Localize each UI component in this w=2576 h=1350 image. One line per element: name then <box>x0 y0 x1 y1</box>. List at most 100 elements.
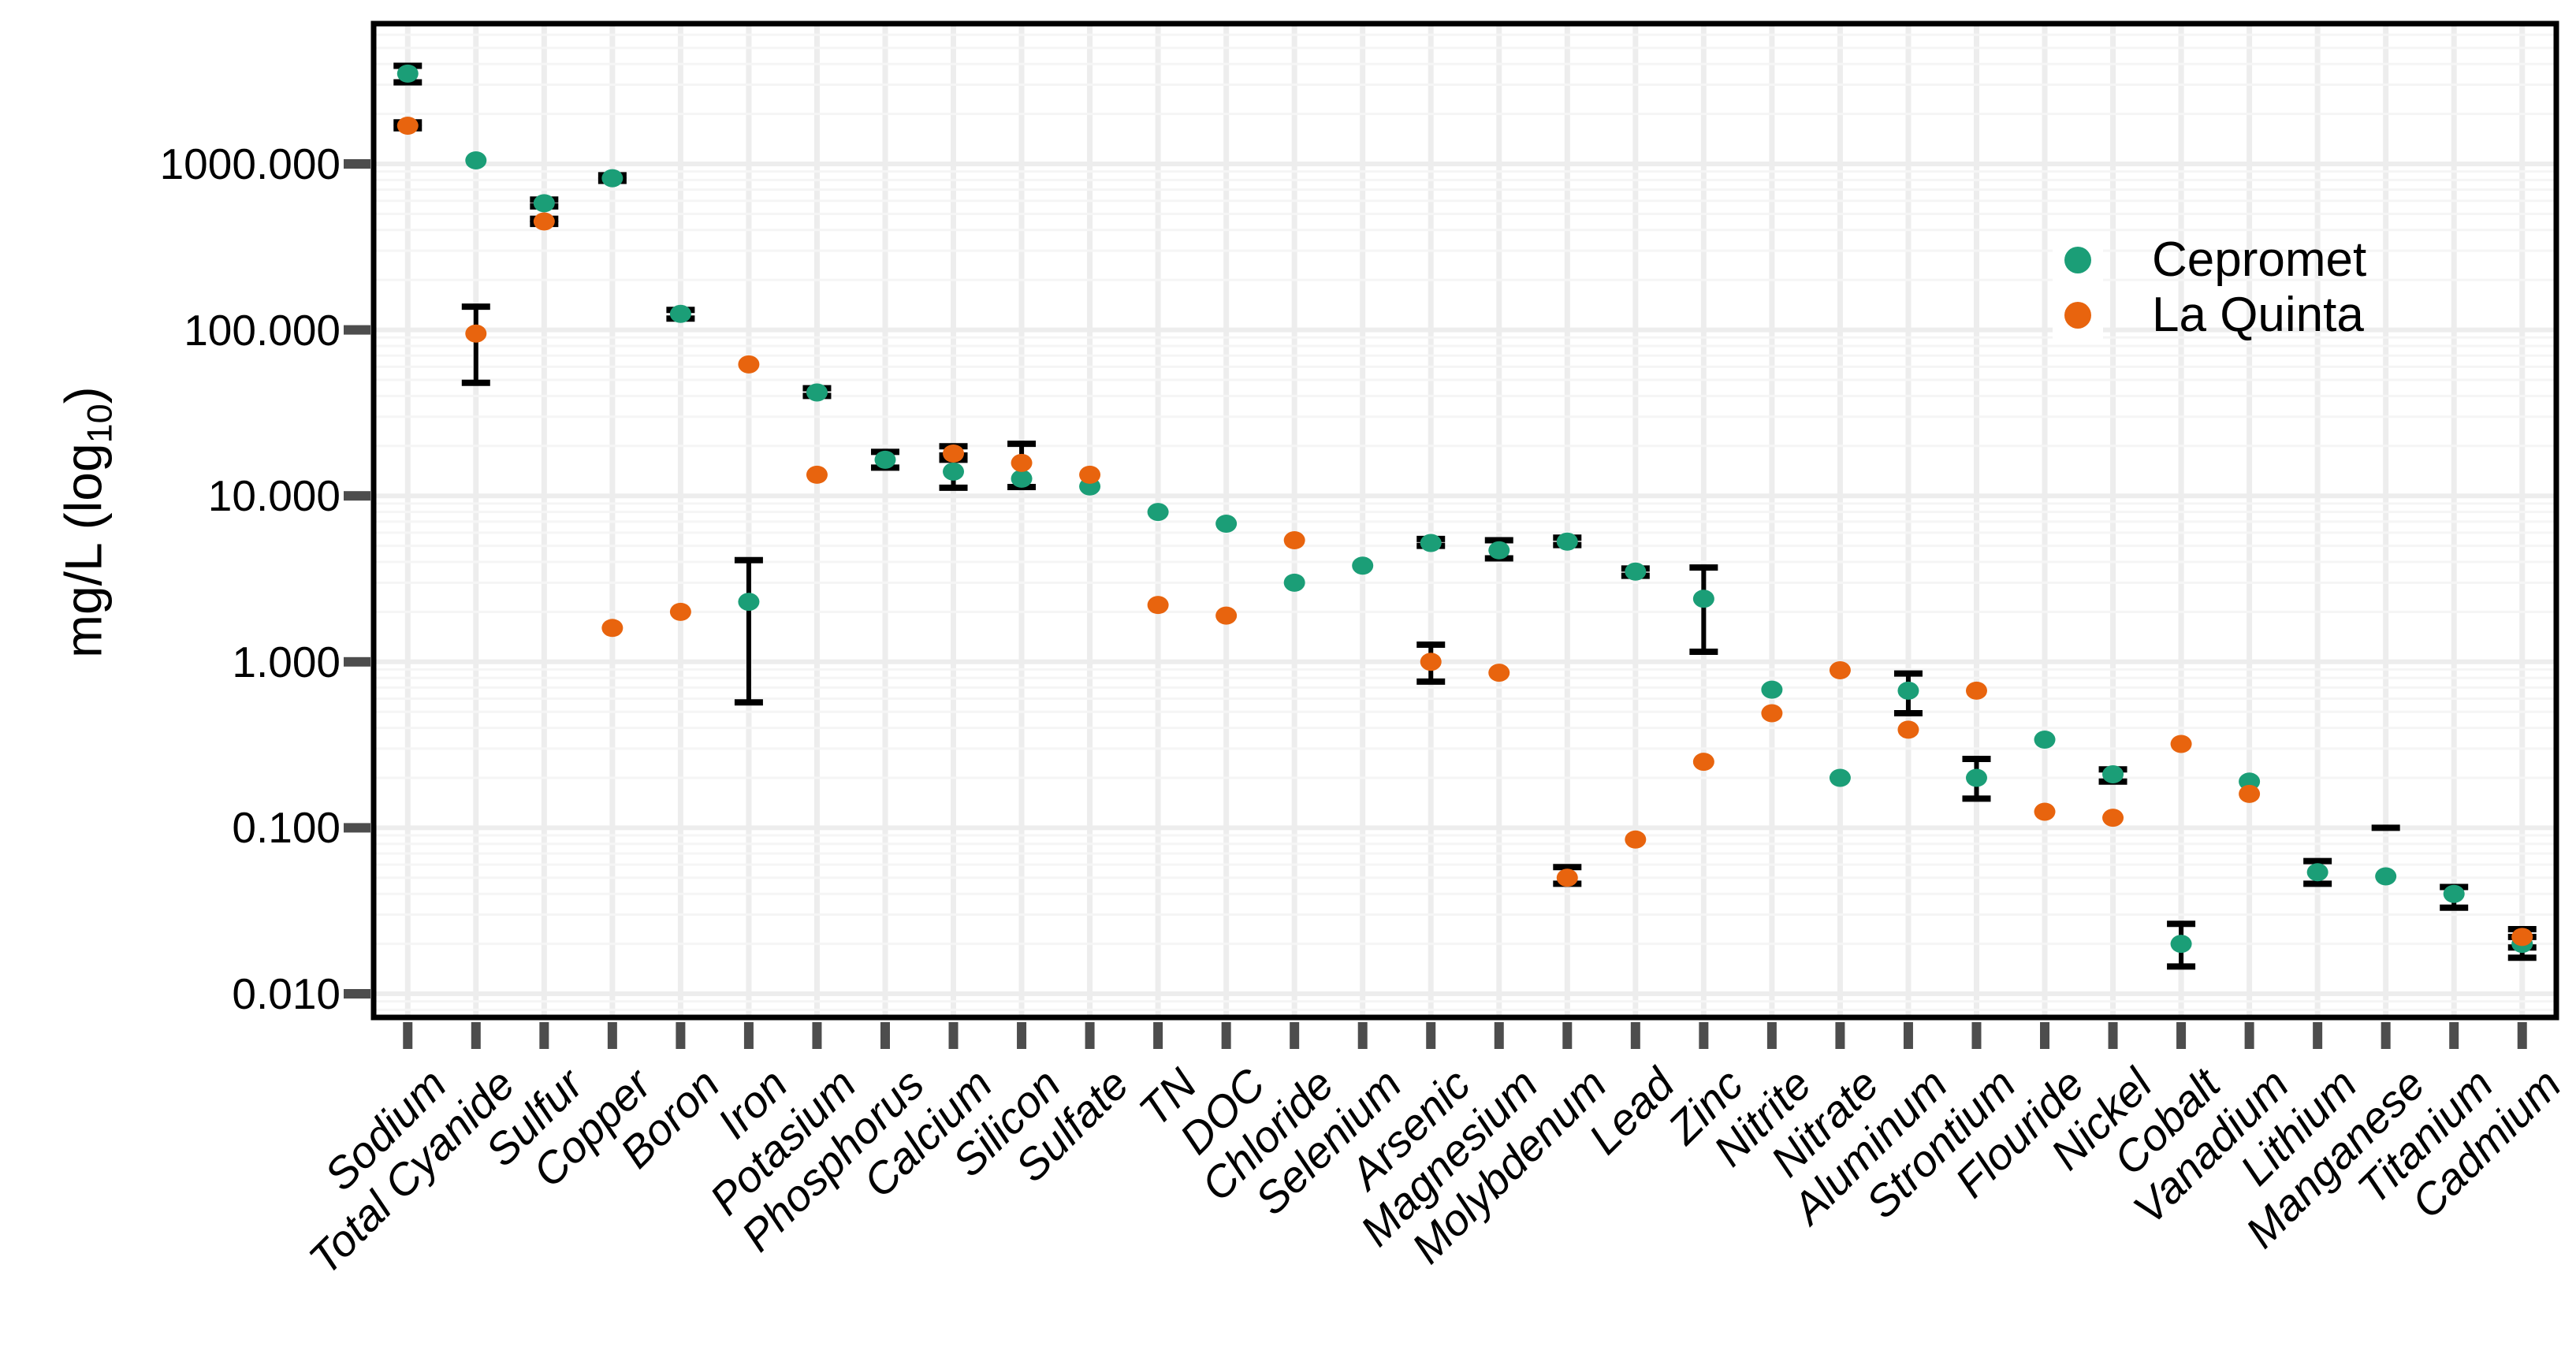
y-axis-title: mg/L (log10) <box>53 89 120 956</box>
y-tick-label: 1.000 <box>232 637 341 686</box>
data-point-cepromet <box>1147 503 1169 522</box>
y-axis-tick <box>344 491 370 501</box>
data-point-la-quinta <box>396 116 419 135</box>
data-point-cepromet <box>601 169 624 188</box>
data-point-cepromet <box>1897 681 1919 700</box>
data-point-la-quinta <box>1761 704 1783 723</box>
x-axis-tick <box>1290 1022 1300 1049</box>
x-axis-tick <box>2040 1022 2050 1049</box>
data-point-cepromet <box>874 450 896 469</box>
x-axis-tick <box>1221 1022 1231 1049</box>
x-axis-tick <box>539 1022 549 1049</box>
data-point-cepromet <box>943 462 965 481</box>
cepromet-point-icon <box>2064 247 2091 273</box>
y-tick-label: 10.000 <box>207 471 341 521</box>
y-tick-label: 100.000 <box>184 305 341 355</box>
data-point-cepromet <box>1965 768 1987 787</box>
data-point-cepromet <box>396 64 419 83</box>
data-point-la-quinta <box>2511 928 2533 946</box>
data-point-la-quinta <box>1488 664 1510 682</box>
x-axis-tick <box>676 1022 686 1049</box>
y-axis-tick <box>344 989 370 999</box>
x-axis-tick <box>1085 1022 1095 1049</box>
data-point-cepromet <box>2375 867 2397 886</box>
x-axis-tick <box>2108 1022 2118 1049</box>
data-point-la-quinta <box>533 212 555 231</box>
x-axis-tick <box>812 1022 822 1049</box>
x-axis-tick <box>1494 1022 1504 1049</box>
x-axis-tick <box>607 1022 617 1049</box>
data-point-cepromet <box>2034 730 2056 749</box>
data-point-cepromet <box>1829 768 1851 787</box>
data-point-la-quinta <box>669 602 691 621</box>
y-axis-tick <box>344 159 370 169</box>
data-point-la-quinta <box>2239 784 2261 803</box>
x-axis-tick <box>2313 1022 2323 1049</box>
data-point-la-quinta <box>1692 753 1714 772</box>
x-axis-tick <box>880 1022 890 1049</box>
data-point-la-quinta <box>1011 453 1033 472</box>
panel-border <box>370 20 2559 1021</box>
data-point-la-quinta <box>2170 735 2192 753</box>
x-axis-tick <box>1699 1022 1709 1049</box>
x-axis-tick <box>1903 1022 1913 1049</box>
x-axis-tick <box>1562 1022 1573 1049</box>
data-point-cepromet <box>806 383 828 402</box>
data-point-cepromet <box>1011 469 1033 488</box>
y-axis-title-subscript: 10 <box>79 404 120 444</box>
data-point-la-quinta <box>2102 809 2124 827</box>
data-point-la-quinta <box>1147 596 1169 615</box>
data-point-la-quinta <box>943 444 965 463</box>
y-axis-tick <box>344 823 370 833</box>
x-axis-tick <box>2517 1022 2527 1049</box>
x-axis-tick <box>1971 1022 1982 1049</box>
data-point-la-quinta <box>1829 660 1851 679</box>
data-point-cepromet <box>465 151 487 170</box>
data-point-la-quinta <box>1965 681 1987 700</box>
data-point-cepromet <box>2102 765 2124 784</box>
data-point-cepromet <box>1761 680 1783 699</box>
data-point-cepromet <box>1488 541 1510 560</box>
y-tick-label: 1000.000 <box>159 139 341 188</box>
x-axis-tick <box>1835 1022 1845 1049</box>
data-point-la-quinta <box>1556 868 1578 887</box>
x-axis-tick <box>1357 1022 1368 1049</box>
y-tick-label: 0.100 <box>232 803 341 853</box>
x-axis-tick <box>403 1022 413 1049</box>
data-point-cepromet <box>2239 772 2261 791</box>
y-tick-label: 0.010 <box>232 969 341 1018</box>
data-point-cepromet <box>2306 863 2328 882</box>
data-point-la-quinta <box>1079 465 1101 484</box>
data-point-cepromet <box>533 194 555 213</box>
data-point-la-quinta <box>1897 720 1919 739</box>
data-point-la-quinta <box>1215 606 1238 625</box>
data-point-la-quinta <box>2034 802 2056 821</box>
data-point-la-quinta <box>1283 531 1305 550</box>
x-axis-tick <box>2176 1022 2187 1049</box>
data-point-cepromet <box>738 593 760 612</box>
data-point-cepromet <box>1283 573 1305 592</box>
y-axis-title-pre: mg/L (log <box>54 443 113 659</box>
x-axis-tick <box>948 1022 959 1049</box>
x-axis-tick <box>1153 1022 1163 1049</box>
data-point-la-quinta <box>1625 830 1647 849</box>
data-point-cepromet <box>1692 589 1714 608</box>
data-point-la-quinta <box>601 619 624 638</box>
data-point-cepromet <box>1625 562 1647 581</box>
data-point-cepromet <box>2443 884 2465 903</box>
data-point-cepromet <box>2170 935 2192 954</box>
data-point-la-quinta <box>806 465 828 484</box>
x-axis-tick <box>2449 1022 2459 1049</box>
legend-label-la-quinta: La Quinta <box>2152 288 2364 342</box>
y-axis-title-post: ) <box>54 386 113 404</box>
data-point-la-quinta <box>465 324 487 343</box>
data-point-cepromet <box>1420 534 1442 552</box>
x-axis-tick <box>743 1022 754 1049</box>
x-axis-tick <box>2244 1022 2254 1049</box>
y-axis-tick <box>344 325 370 335</box>
x-axis-tick <box>1017 1022 1027 1049</box>
x-axis-tick <box>1630 1022 1640 1049</box>
data-point-la-quinta <box>1420 653 1442 671</box>
